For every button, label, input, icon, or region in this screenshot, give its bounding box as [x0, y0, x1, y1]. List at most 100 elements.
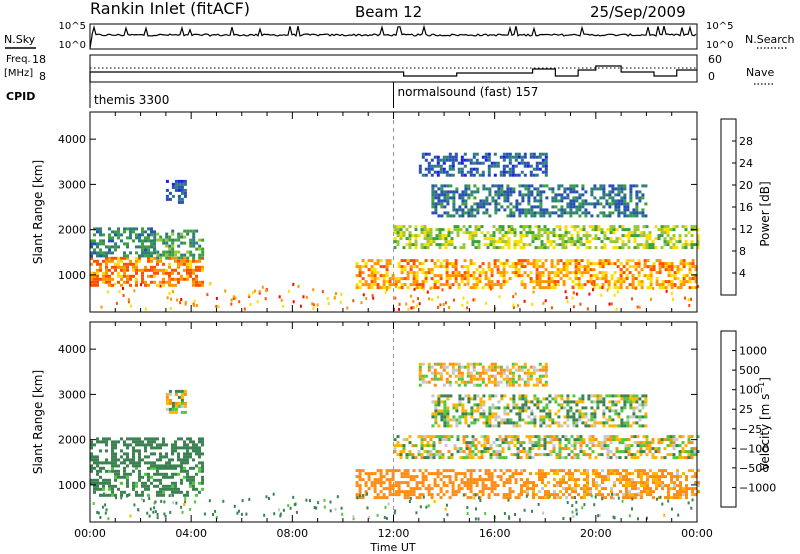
- power-noise-cell: [297, 284, 300, 288]
- velocity-echo-cell: [673, 475, 676, 479]
- power-echo-cell: [612, 240, 616, 244]
- velocity-echo-cell: [147, 484, 150, 488]
- velocity-echo-cell: [471, 435, 475, 439]
- power-echo-cell: [532, 286, 536, 290]
- velocity-echo-cell: [469, 371, 473, 375]
- velocity-echo-cell: [676, 490, 679, 494]
- power-echo-cell: [443, 193, 447, 197]
- power-echo-cell: [502, 158, 506, 162]
- velocity-echo-cell: [487, 475, 491, 479]
- velocity-echo-cell: [479, 397, 483, 401]
- power-echo-cell: [490, 161, 494, 165]
- power-echo-cell: [450, 231, 454, 235]
- velocity-echo-cell: [678, 444, 682, 448]
- velocity-echo-cell: [537, 447, 541, 451]
- velocity-echo-cell: [634, 484, 637, 488]
- power-echo-cell: [580, 259, 584, 263]
- velocity-echo-cell: [201, 464, 204, 468]
- power-echo-cell: [546, 231, 550, 235]
- velocity-echo-cell: [620, 406, 624, 410]
- power-echo-cell: [543, 231, 547, 235]
- velocity-echo-cell: [505, 383, 509, 387]
- freq-tick-bottom: 8: [39, 70, 46, 83]
- velocity-echo-cell: [481, 365, 485, 369]
- velocity-echo-cell: [631, 472, 634, 476]
- velocity-echo-cell: [433, 377, 437, 381]
- velocity-echo-cell: [529, 365, 533, 369]
- power-echo-cell: [661, 265, 665, 269]
- power-echo-cell: [487, 283, 491, 287]
- velocity-echo-cell: [544, 484, 547, 488]
- power-echo-cell: [174, 185, 178, 189]
- power-echo-cell: [440, 199, 444, 203]
- velocity-echo-cell: [126, 481, 129, 485]
- velocity-echo-cell: [451, 365, 455, 369]
- velocity-echo-cell: [189, 437, 192, 441]
- power-echo-cell: [440, 205, 444, 209]
- velocity-noise-cell: [137, 508, 140, 512]
- velocity-echo-cell: [174, 484, 177, 488]
- velocity-echo-cell: [415, 484, 419, 488]
- velocity-echo-cell: [610, 469, 613, 473]
- velocity-echo-cell: [606, 456, 610, 460]
- power-echo-cell: [183, 188, 187, 192]
- power-echo-cell: [114, 230, 117, 234]
- power-echo-cell: [520, 170, 524, 174]
- power-echo-cell: [613, 271, 617, 275]
- velocity-echo-cell: [456, 447, 460, 451]
- velocity-echo-cell: [111, 464, 114, 468]
- power-echo-cell: [637, 283, 641, 287]
- power-echo-cell: [622, 265, 626, 269]
- velocity-echo-cell: [600, 447, 604, 451]
- power-echo-cell: [472, 152, 476, 156]
- power-echo-cell: [676, 271, 680, 275]
- power-echo-cell: [664, 286, 668, 290]
- velocity-echo-cell: [598, 493, 601, 497]
- power-echo-cell: [511, 173, 515, 177]
- velocity-echo-cell: [446, 409, 450, 413]
- power-echo-cell: [441, 243, 445, 247]
- power-echo-cell: [446, 193, 450, 197]
- power-echo-cell: [544, 155, 548, 159]
- velocity-echo-cell: [563, 406, 567, 410]
- velocity-echo-cell: [505, 469, 509, 473]
- velocity-echo-cell: [159, 464, 162, 468]
- power-echo-cell: [627, 231, 631, 235]
- velocity-echo-cell: [433, 484, 437, 488]
- velocity-echo-cell: [646, 487, 649, 491]
- power-echo-cell: [108, 236, 111, 240]
- power-echo-cell: [560, 214, 564, 218]
- power-echo-cell: [424, 271, 428, 275]
- velocity-echo-cell: [451, 490, 455, 494]
- velocity-echo-cell: [527, 400, 531, 404]
- power-echo-cell: [517, 271, 521, 275]
- power-echo-cell: [424, 280, 428, 284]
- velocity-echo-cell: [551, 397, 555, 401]
- power-echo-cell: [602, 214, 606, 218]
- velocity-echo-cell: [469, 377, 473, 381]
- power-echo-cell: [466, 280, 470, 284]
- velocity-echo-cell: [590, 412, 594, 416]
- power-echo-cell: [472, 277, 476, 281]
- power-echo-cell: [180, 182, 184, 186]
- velocity-echo-cell: [576, 441, 580, 445]
- power-echo-cell: [443, 196, 447, 200]
- power-echo-cell: [527, 193, 531, 197]
- velocity-noise-cell: [611, 492, 613, 496]
- power-echo-cell: [153, 274, 156, 278]
- power-echo-cell: [690, 225, 694, 229]
- power-echo-cell: [499, 286, 503, 290]
- power-echo-cell: [513, 246, 517, 250]
- power-noise-cell: [514, 292, 517, 296]
- velocity-echo-cell: [162, 466, 165, 470]
- power-echo-cell: [539, 211, 543, 215]
- velocity-echo-cell: [431, 412, 435, 416]
- velocity-echo-cell: [544, 362, 548, 366]
- velocity-echo-cell: [165, 407, 169, 411]
- velocity-echo-cell: [505, 377, 509, 381]
- velocity-echo-cell: [691, 493, 694, 497]
- power-echo-cell: [583, 268, 587, 272]
- power-echo-cell: [141, 251, 144, 255]
- power-echo-cell: [532, 259, 536, 263]
- power-echo-cell: [537, 246, 541, 250]
